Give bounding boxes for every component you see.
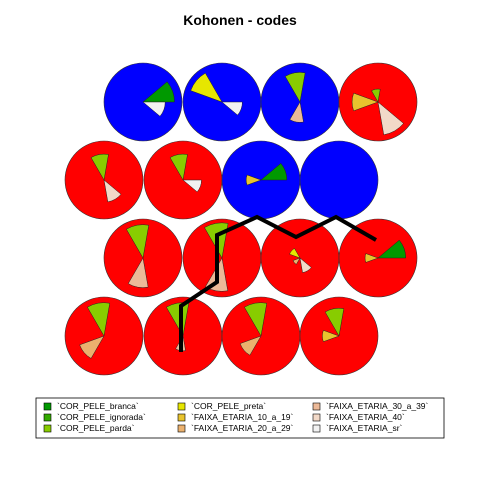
som-units [64, 62, 418, 376]
som-unit [338, 218, 418, 298]
code-segment [324, 308, 345, 337]
legend-label: `COR_PELE_ignorada` [57, 412, 146, 422]
legend-label: `FAIXA_ETARIA_40` [326, 412, 405, 422]
code-segment [103, 179, 122, 203]
legend-swatch [312, 413, 321, 422]
legend-item: `COR_PELE_parda` [43, 423, 135, 433]
code-segment [79, 335, 105, 359]
code-segment [142, 81, 175, 103]
code-segment [260, 162, 288, 181]
code-segment [221, 101, 243, 116]
code-segment [377, 101, 404, 136]
som-unit [299, 296, 379, 376]
legend-item: `FAIXA_ETARIA_30_a_39` [312, 401, 429, 411]
code-segment [292, 257, 301, 265]
som-unit [221, 140, 301, 220]
legend-label: `COR_PELE_branca` [57, 401, 139, 411]
code-segment [126, 224, 150, 259]
code-segment [245, 174, 262, 186]
legend-swatch [43, 424, 52, 433]
code-segment [142, 101, 166, 117]
legend-swatch [43, 413, 52, 422]
code-segment [90, 153, 109, 181]
legend-label: `FAIXA_ETARIA_20_a_29` [191, 423, 294, 433]
legend-item: `FAIXA_ETARIA_10_a_19` [177, 412, 294, 422]
code-segment [127, 257, 149, 288]
code-segment [289, 101, 304, 123]
legend-swatch [312, 402, 321, 411]
legend-item: `FAIXA_ETARIA_sr` [312, 423, 403, 433]
unit-background [299, 140, 379, 220]
legend-label: `FAIXA_ETARIA_30_a_39` [326, 401, 429, 411]
som-unit [260, 218, 340, 298]
legend-swatch [43, 402, 52, 411]
code-segment [351, 92, 379, 112]
som-unit [221, 296, 301, 376]
legend-label: `FAIXA_ETARIA_sr` [326, 423, 403, 433]
code-segment [87, 302, 111, 337]
legend-swatch [177, 402, 186, 411]
code-segment [322, 329, 340, 343]
chart-title: Kohonen - codes [183, 12, 297, 28]
code-segment [239, 335, 262, 356]
legend-item: `COR_PELE_ignorada` [43, 412, 146, 422]
cluster-boundary-line [179, 214, 377, 352]
legend-label: `COR_PELE_parda` [57, 423, 135, 433]
legend-box [35, 397, 445, 439]
cluster-boundary [179, 214, 377, 352]
legend-swatch [177, 413, 186, 422]
legend-item: `COR_PELE_preta` [177, 401, 266, 411]
som-unit [338, 62, 418, 142]
legend-label: `COR_PELE_preta` [191, 401, 266, 411]
code-segment [244, 302, 268, 337]
code-segment [190, 72, 223, 103]
code-segment [371, 88, 381, 103]
legend-item: `FAIXA_ETARIA_20_a_29` [177, 423, 294, 433]
code-segment [169, 153, 188, 181]
som-unit [143, 140, 223, 220]
legend-label: `FAIXA_ETARIA_10_a_19` [191, 412, 294, 422]
code-segment [284, 72, 306, 103]
som-unit [103, 218, 183, 298]
som-unit [260, 62, 340, 142]
som-unit [64, 296, 144, 376]
legend-swatch [312, 424, 321, 433]
code-segment [299, 257, 312, 273]
legend-item: `COR_PELE_branca` [43, 401, 139, 411]
legend-item: `FAIXA_ETARIA_40` [312, 412, 405, 422]
som-unit [182, 62, 262, 142]
code-segment [377, 239, 407, 259]
legend-swatch [177, 424, 186, 433]
legend: `COR_PELE_branca``COR_PELE_ignorada``COR… [35, 397, 445, 439]
code-segment [182, 179, 202, 193]
som-unit [64, 140, 144, 220]
code-segment [289, 248, 301, 259]
som-unit [299, 140, 379, 220]
code-segment [364, 253, 379, 263]
som-unit [103, 62, 183, 142]
